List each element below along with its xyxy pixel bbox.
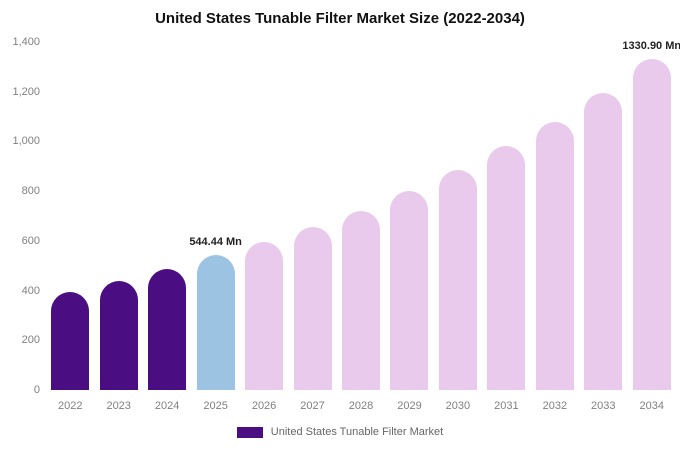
x-axis-label-2034: 2034: [639, 400, 665, 412]
y-axis-tick-label: 0: [33, 384, 40, 396]
bar-2029: [390, 191, 429, 390]
bar-2032: [535, 121, 574, 390]
bar-2031: [487, 146, 526, 390]
x-axis-label-2029: 2029: [397, 400, 422, 412]
y-axis-tick-label: 1,200: [12, 85, 40, 98]
x-axis-label-2032: 2032: [542, 400, 568, 412]
x-axis-label-2024: 2024: [154, 400, 180, 412]
x-axis-label-2031: 2031: [494, 400, 519, 412]
x-axis-label-2028: 2028: [348, 400, 374, 412]
bar-2025: [196, 254, 235, 390]
y-axis-tick-label: 1,000: [12, 135, 40, 148]
x-axis-label-2033: 2033: [591, 400, 616, 412]
bar-2028: [342, 211, 380, 390]
y-axis-tick-label: 400: [21, 284, 40, 297]
legend-swatch: [236, 426, 263, 438]
y-axis-tick-label: 800: [21, 185, 40, 198]
bar-2033: [584, 92, 623, 390]
bar-2030: [438, 170, 477, 390]
bar-2023: [99, 280, 138, 390]
x-axis-label-2026: 2026: [251, 400, 277, 412]
bar-2022: [51, 291, 90, 390]
x-axis-label-2022: 2022: [57, 400, 83, 412]
bar-2024: [148, 269, 187, 390]
x-axis-label-2030: 2030: [445, 400, 471, 412]
x-axis-label-2025: 2025: [203, 400, 228, 412]
data-label-2025: 544.44 Mn: [189, 235, 242, 248]
legend-label: United States Tunable Filter Market: [270, 426, 444, 438]
x-axis-label-2027: 2027: [300, 400, 325, 412]
y-axis-tick-label: 600: [21, 234, 40, 247]
x-axis-label-2023: 2023: [106, 400, 131, 412]
data-label-2034: 1330.90 Mn: [622, 40, 680, 53]
chart-title: United States Tunable Filter Market Size…: [155, 10, 525, 27]
bar-2034: [632, 59, 671, 390]
bar-2027: [293, 227, 332, 390]
legend: United States Tunable Filter Market: [0, 426, 680, 438]
y-axis-tick-label: 1,400: [12, 36, 40, 48]
y-axis-tick-label: 200: [21, 334, 40, 347]
bar-2026: [245, 242, 284, 390]
